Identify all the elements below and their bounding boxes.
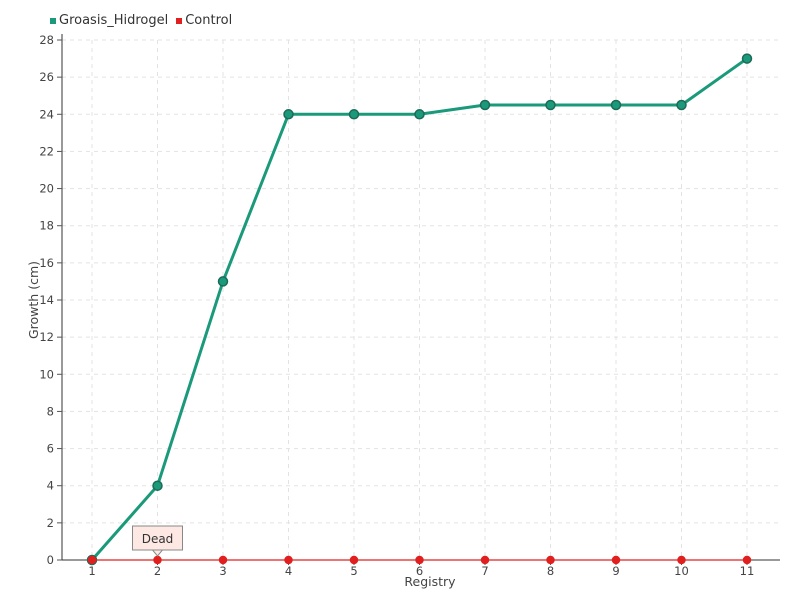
- series-point-1: [87, 555, 97, 565]
- grid: [62, 39, 780, 560]
- series-point-1: [284, 555, 293, 565]
- annotations: Dead: [132, 525, 183, 557]
- series-point-1: [349, 555, 359, 565]
- series-point-0: [741, 53, 753, 64]
- y-tick-label: 16: [39, 256, 54, 270]
- series-point-0: [217, 276, 229, 287]
- x-tick-label: 11: [740, 564, 755, 578]
- x-tick-label: 5: [350, 564, 357, 578]
- x-axis-title: Registry: [404, 574, 456, 589]
- y-tick-label: 22: [39, 144, 54, 158]
- series-point-1: [611, 555, 621, 565]
- y-tick-label: 26: [39, 70, 54, 84]
- y-tick-label: 20: [39, 182, 54, 196]
- legend-item-groasis[interactable]: Groasis_Hidrogel: [50, 13, 168, 28]
- x-tick-label: 6: [416, 564, 423, 578]
- series-point-0: [348, 109, 360, 120]
- series-line-0: [90, 57, 748, 561]
- series-point-1: [677, 555, 686, 565]
- series-point-0: [414, 109, 425, 120]
- legend-item-control[interactable]: Control: [176, 13, 232, 28]
- y-tick-label: 12: [39, 330, 54, 344]
- x-tick-label: 10: [674, 564, 689, 578]
- series-point-1: [546, 555, 555, 565]
- x-tick-label: 2: [154, 564, 161, 578]
- y-tick-label: 24: [39, 107, 54, 121]
- y-tick-label: 4: [47, 479, 54, 493]
- y-tick-label: 10: [39, 367, 54, 381]
- series-point-1: [415, 555, 424, 565]
- legend-swatch-groasis: [50, 17, 56, 24]
- y-axis-title: Growth (cm): [26, 261, 41, 339]
- series-point-1: [218, 555, 228, 565]
- series-point-0: [545, 99, 556, 111]
- series-point-0: [152, 480, 163, 491]
- y-tick-label: 2: [47, 516, 54, 530]
- x-tick-label: 3: [219, 564, 226, 578]
- y-tick-label: 6: [47, 442, 54, 456]
- x-tick-label: 7: [481, 564, 488, 578]
- legend-label-groasis: Groasis_Hidrogel: [59, 13, 169, 28]
- annotation-label: Dead: [142, 532, 174, 546]
- annotation-pointer: [151, 549, 164, 557]
- y-tick-label: 18: [39, 219, 54, 233]
- legend-swatch-control: [176, 17, 183, 24]
- series-point-0: [610, 99, 622, 111]
- x-ticks: 1 2 3 4 5 6 7 8 9 10 11: [88, 560, 754, 578]
- y-tick-label: 8: [47, 404, 54, 418]
- annotation-box: [132, 525, 183, 551]
- series-point-1: [742, 555, 752, 565]
- series-point-1: [153, 555, 162, 565]
- series-point-0: [479, 99, 491, 111]
- y-tick-label: 0: [47, 553, 54, 567]
- x-tick-label: 4: [285, 564, 292, 578]
- series-point-0: [676, 99, 687, 111]
- series-point-1: [480, 555, 490, 565]
- y-tick-label: 28: [39, 33, 54, 47]
- y-tick-label: 14: [39, 293, 54, 307]
- x-tick-label: 9: [612, 564, 619, 578]
- x-tick-label: 8: [547, 564, 554, 578]
- legend-label-control: Control: [185, 13, 233, 28]
- x-tick-label: 1: [88, 564, 95, 578]
- legend: Groasis_Hidrogel Control: [50, 13, 240, 28]
- series-point-0: [283, 109, 294, 120]
- series-group: [86, 53, 753, 566]
